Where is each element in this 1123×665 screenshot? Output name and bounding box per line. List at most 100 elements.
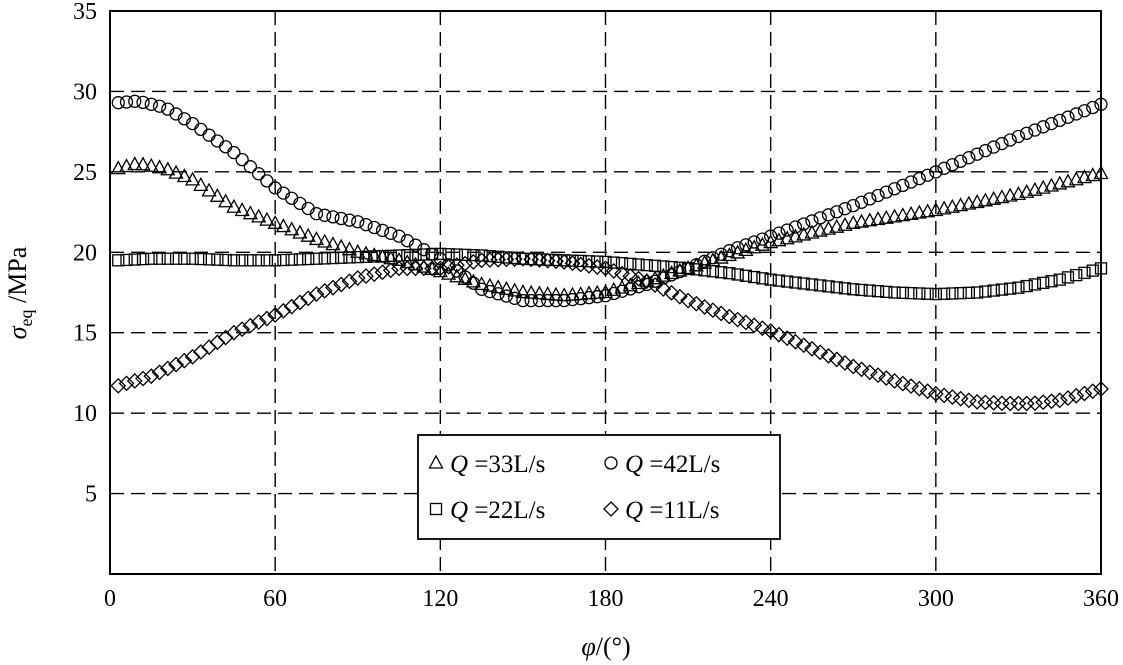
data-point-square (632, 258, 645, 271)
data-point-square (376, 249, 389, 263)
data-point-diamond (498, 251, 515, 268)
data-point-triangle (911, 204, 927, 219)
data-point-triangle (531, 285, 548, 300)
data-point-circle (937, 161, 951, 175)
data-point-triangle (300, 227, 316, 242)
data-point-circle (152, 99, 167, 113)
data-point-square (293, 253, 307, 266)
data-point-circle (227, 145, 241, 160)
data-point-diamond (663, 284, 680, 301)
series-diamond (110, 250, 1109, 412)
data-point-circle (491, 287, 505, 301)
data-point-square (351, 250, 364, 264)
data-point-diamond (349, 270, 366, 286)
data-point-diamond (1002, 395, 1019, 412)
data-point-circle (970, 147, 984, 161)
data-point-square (112, 254, 125, 267)
data-point-diamond (655, 281, 672, 297)
data-point-diamond (176, 352, 193, 369)
data-point-diamond (647, 277, 663, 294)
data-point-circle (945, 158, 959, 172)
data-point-square (904, 286, 918, 300)
y-tick-label: 35 (73, 0, 97, 25)
data-point-diamond (168, 356, 184, 373)
data-point-triangle (498, 280, 514, 295)
data-point-triangle (234, 202, 250, 217)
data-point-triangle (135, 156, 151, 171)
data-point-diamond (118, 375, 135, 392)
data-point-diamond (234, 321, 251, 338)
data-point-square (343, 251, 356, 264)
data-point-square (1020, 279, 1033, 293)
data-point-square (723, 267, 736, 280)
data-series (110, 94, 1109, 412)
legend-entry-3: Q =11L/s (625, 497, 719, 524)
data-point-triangle (490, 279, 506, 294)
data-point-circle (565, 292, 580, 307)
data-point-square (789, 276, 802, 289)
data-point-triangle (168, 164, 184, 179)
data-point-square (1078, 266, 1091, 280)
data-point-square (863, 284, 876, 297)
legend-entry-2: Q =22L/s (450, 497, 545, 524)
data-point-triangle (853, 213, 870, 228)
y-axis-label: σeq /MPa (3, 246, 36, 339)
x-axis-label: φ/(°) (581, 632, 630, 661)
data-point-circle (788, 220, 803, 234)
data-point-triangle (424, 260, 440, 275)
data-point-triangle (457, 270, 473, 285)
data-point-diamond (861, 364, 878, 381)
data-point-square (814, 279, 827, 292)
data-point-diamond (911, 380, 928, 397)
data-point-circle (1061, 110, 1075, 124)
data-point-square (698, 264, 711, 277)
data-point-diamond (853, 361, 870, 378)
data-point-diamond (316, 282, 333, 299)
data-point-circle (953, 154, 968, 168)
data-point-circle (871, 188, 885, 203)
data-point-square (409, 248, 422, 262)
data-point-square (458, 248, 472, 262)
data-point-triangle (218, 193, 234, 208)
data-point-diamond (680, 292, 697, 309)
data-point-square (781, 275, 794, 288)
data-point-diamond (300, 290, 317, 307)
data-point-circle (1020, 126, 1034, 140)
data-point-diamond (143, 368, 160, 385)
data-point-diamond (812, 344, 829, 361)
data-point-circle (326, 210, 340, 224)
data-point-diamond (696, 299, 713, 315)
data-point-circle (995, 136, 1009, 151)
data-point-diamond (358, 268, 374, 285)
data-point-diamond (209, 334, 226, 351)
data-point-square (739, 269, 753, 282)
data-point-triangle (127, 156, 143, 171)
data-point-circle (128, 94, 142, 108)
data-point-circle (1044, 116, 1059, 131)
data-point-triangle (474, 276, 490, 291)
data-point-diamond (614, 265, 630, 282)
data-point-diamond (457, 255, 474, 272)
data-point-diamond (894, 375, 911, 392)
data-point-square (937, 287, 951, 300)
y-tick-label: 25 (73, 160, 97, 186)
data-point-square (1061, 271, 1075, 284)
data-point-diamond (721, 308, 738, 325)
data-point-circle (821, 208, 836, 222)
y-tick-label: 10 (73, 401, 97, 427)
y-tick-label: 15 (73, 321, 97, 347)
data-point-square (194, 252, 207, 266)
data-point-square (450, 248, 464, 261)
data-point-circle (722, 244, 737, 258)
data-point-square (615, 257, 629, 270)
data-point-diamond (1060, 390, 1076, 406)
data-point-triangle (556, 287, 572, 302)
data-point-circle (243, 160, 258, 174)
data-point-square (120, 253, 133, 267)
data-point-diamond (135, 370, 151, 387)
data-point-triangle (176, 168, 192, 183)
data-point-diamond (729, 311, 746, 328)
data-point-triangle (845, 214, 861, 229)
data-point-square (797, 277, 810, 290)
